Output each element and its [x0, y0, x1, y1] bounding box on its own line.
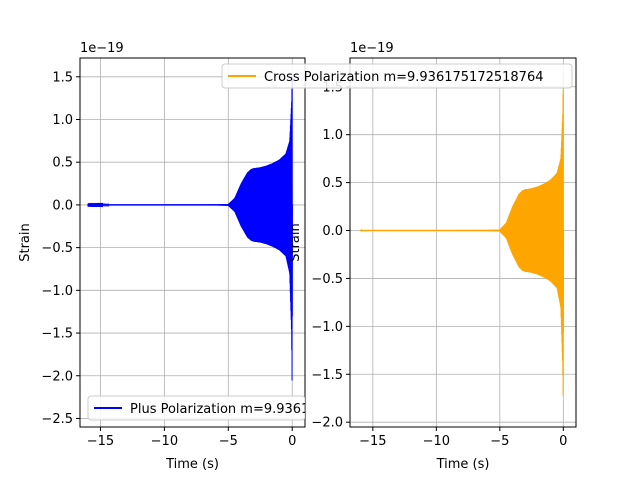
- y-tick-label: −1.0: [41, 284, 73, 299]
- y-tick-label: 0.0: [322, 224, 343, 239]
- x-axis-label: Time (s): [165, 457, 219, 472]
- x-tick-label: 0: [559, 434, 567, 449]
- x-tick-label: 0: [288, 434, 296, 449]
- x-axis-label: Time (s): [436, 457, 490, 472]
- legend-box: [221, 63, 573, 89]
- y-tick-label: −2.0: [41, 369, 73, 384]
- y-axis-label: Strain: [288, 223, 303, 262]
- y-tick-label: −1.5: [41, 327, 73, 342]
- y-tick-label: −0.5: [41, 241, 73, 256]
- y-ticks: −2.5 −2.0 −1.5 −1.0 −0.5 0.0 0.5 1.0 1.5: [41, 70, 80, 427]
- y-tick-label: −0.5: [311, 272, 343, 287]
- x-ticks: −15 −10 −5 0: [359, 427, 567, 449]
- y-offset-text: 1e−19: [80, 41, 124, 56]
- x-tick-label: −15: [359, 434, 386, 449]
- axes-frame: [79, 57, 306, 428]
- y-tick-label: −2.5: [41, 412, 73, 427]
- x-tick-label: −5: [219, 434, 238, 449]
- y-ticks: −2.0−1.5−1.0−0.50.00.51.01.5: [311, 80, 350, 431]
- plot-cross-polarization: −15−10−50 −2.0−1.5−1.0−0.50.00.51.01.5 T…: [221, 41, 577, 472]
- y-tick-label: 1.0: [322, 128, 343, 143]
- y-tick-label: −2.0: [311, 416, 343, 431]
- y-offset-text: 1e−19: [350, 41, 394, 56]
- y-tick-label: 0.5: [322, 176, 343, 191]
- y-tick-label: 1.5: [52, 70, 73, 85]
- axes-frame: [349, 57, 577, 428]
- legend-label-plus-polarization: Plus Polarization m=9.936175172518764: [130, 402, 400, 417]
- legend: Cross Polarization m=9.936175172518764: [221, 63, 573, 89]
- y-tick-label: 1.0: [52, 113, 73, 128]
- x-tick-label: −5: [490, 434, 509, 449]
- x-tick-label: −10: [151, 434, 178, 449]
- legend-box: [87, 395, 305, 421]
- x-tick-label: −15: [87, 434, 114, 449]
- plot-plus-polarization: −15 −10 −5 0 −2.5 −2.0 −1.5 −1.0 −0.5 0.0 0.5 1.0 1…: [18, 41, 400, 472]
- y-axis-label: Strain: [18, 223, 33, 262]
- legend: Plus Polarization m=9.936175172518764: [87, 395, 400, 421]
- y-tick-label: −1.0: [311, 320, 343, 335]
- y-tick-label: 0.5: [52, 156, 73, 171]
- legend-label-cross-polarization: Cross Polarization m=9.936175172518764: [264, 70, 543, 85]
- y-tick-label: 0.0: [52, 198, 73, 213]
- y-tick-label: −1.5: [311, 368, 343, 383]
- x-tick-label: −10: [423, 434, 450, 449]
- x-ticks: −15 −10 −5 0: [87, 427, 296, 449]
